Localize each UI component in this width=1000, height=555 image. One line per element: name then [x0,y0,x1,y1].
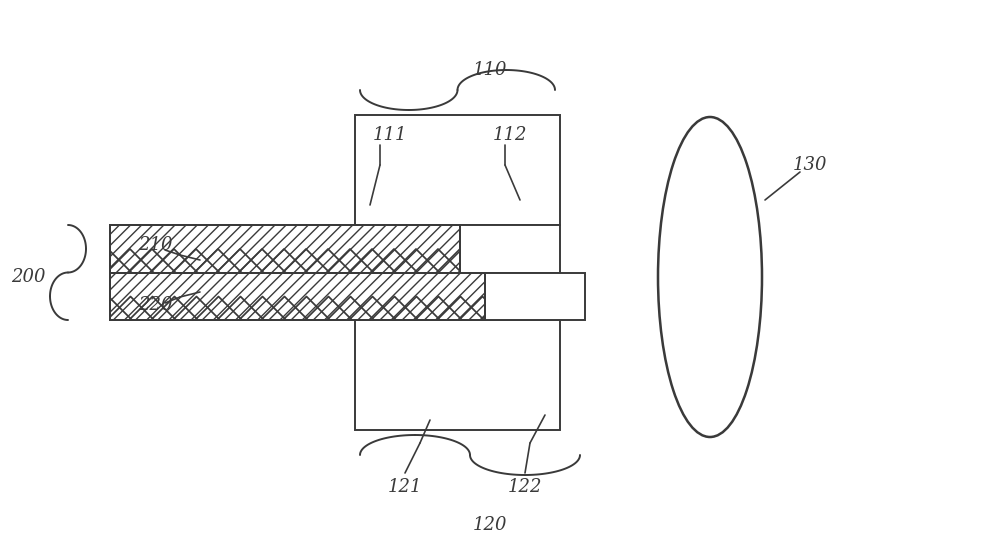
Ellipse shape [658,117,762,437]
Text: 111: 111 [373,126,407,144]
Bar [460,225,560,273]
Text: 122: 122 [508,478,542,496]
Bar [110,273,485,320]
Bar [355,115,560,225]
Text: 121: 121 [388,478,422,496]
Bar [110,273,485,320]
Text: 110: 110 [473,61,507,79]
Bar [110,225,460,273]
Text: 210: 210 [138,236,172,254]
Bar [110,225,460,273]
Text: 130: 130 [793,156,827,174]
Bar [355,320,560,430]
Text: 220: 220 [138,296,172,314]
Text: 200: 200 [11,268,45,286]
Bar [460,273,585,320]
Text: 112: 112 [493,126,527,144]
Text: 120: 120 [473,516,507,534]
